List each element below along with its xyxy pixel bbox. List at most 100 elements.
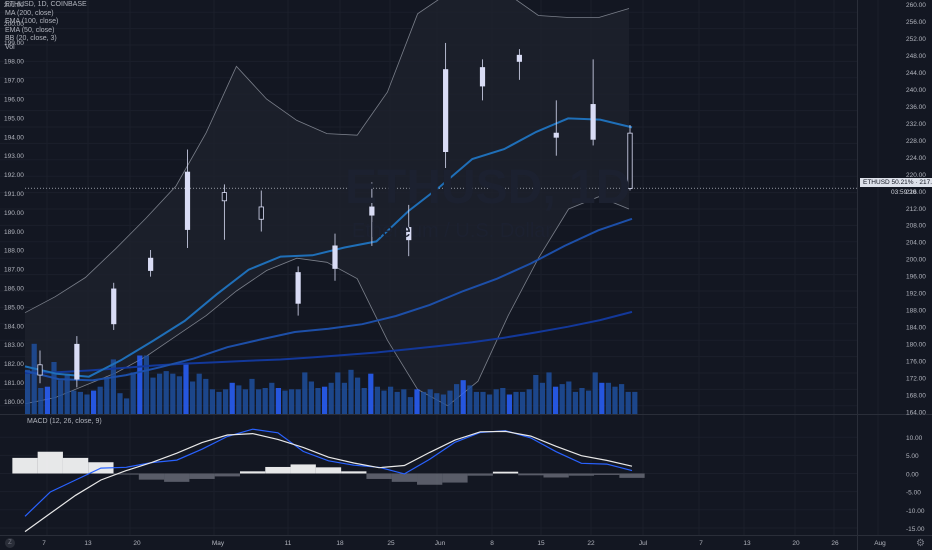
volume-bar — [84, 394, 90, 414]
volume-bar — [401, 389, 407, 414]
left-axis-label: 195.00 — [4, 115, 24, 122]
volume-bar — [203, 378, 209, 414]
right-axis-label: 244.00 — [906, 70, 926, 77]
volume-bar — [77, 391, 83, 414]
legend-bb[interactable]: BB (20, close, 3) — [5, 35, 57, 43]
volume-bar — [183, 364, 189, 414]
right-axis-label: 184.00 — [906, 325, 926, 332]
x-axis-label: 11 — [285, 540, 292, 547]
macd-histogram-bar — [62, 457, 89, 474]
volume-bar — [58, 380, 64, 414]
x-axis-label: 7 — [699, 540, 703, 547]
volume-bar — [473, 391, 479, 414]
volume-bar — [269, 382, 275, 414]
volume-bar — [355, 377, 361, 414]
volume-bar — [553, 386, 559, 414]
volume-bar — [170, 373, 176, 414]
volume-bar — [440, 394, 446, 414]
macd-histogram-bar — [315, 467, 342, 474]
candle — [627, 132, 633, 189]
volume-bar — [249, 378, 255, 414]
volume-bar — [256, 389, 262, 414]
volume-bar — [176, 376, 182, 414]
x-axis-label: Jun — [435, 540, 446, 547]
legend-ema50[interactable]: EMA (50, close) — [5, 26, 55, 34]
left-axis-label: 184.00 — [4, 323, 24, 330]
macd-histogram-bar — [12, 457, 38, 474]
x-axis-label: 7 — [42, 540, 46, 547]
left-axis-label: 189.00 — [4, 229, 24, 236]
x-axis-label: 18 — [336, 540, 344, 547]
volume-bar — [322, 386, 328, 414]
right-axis-label: 256.00 — [906, 19, 926, 26]
legend-ma200[interactable]: MA (200, close) — [5, 9, 54, 17]
volume-bar — [110, 359, 116, 414]
legend-symbol[interactable]: ETHUSD, 1D, COINBASE — [5, 1, 87, 8]
left-axis-label: 200.00 — [4, 21, 24, 28]
volume-bar — [632, 391, 638, 414]
ema50-line — [24, 117, 633, 378]
macd-axis-label: 10.00 — [906, 435, 923, 442]
macd-line — [24, 428, 633, 517]
bb-upper-line — [24, 0, 630, 314]
volume-bar — [104, 377, 110, 414]
zoom-button[interactable]: Z — [5, 538, 15, 548]
volume-bar — [38, 388, 44, 414]
macd-histogram-bar — [366, 473, 392, 479]
volume-bar — [341, 382, 347, 414]
x-axis-label: Jul — [639, 540, 648, 547]
volume-bar — [143, 355, 149, 414]
macd-axis-label: -15.00 — [906, 526, 925, 533]
volume-bar — [487, 394, 493, 414]
ema100-line — [24, 217, 633, 382]
volume-bar — [216, 391, 222, 414]
right-axis-label: 172.00 — [906, 376, 926, 383]
right-axis-label: 240.00 — [906, 87, 926, 94]
volume-bar — [31, 343, 37, 414]
volume-bar — [335, 372, 341, 414]
candle — [258, 206, 264, 220]
macd-legend[interactable]: MACD (12, 26, close, 9) — [27, 418, 102, 425]
volume-bar — [381, 390, 387, 414]
volume-bar — [25, 369, 31, 414]
volume-bar — [414, 389, 420, 414]
left-axis-label: 193.00 — [4, 153, 24, 160]
x-axis-label: 15 — [537, 540, 545, 547]
x-axis-label: 13 — [84, 540, 92, 547]
left-axis-label: 182.00 — [4, 361, 24, 368]
right-axis-label: 228.00 — [906, 138, 926, 145]
volume-bar — [599, 382, 605, 414]
volume-bar — [434, 393, 440, 414]
gear-icon[interactable]: ⚙ — [916, 538, 925, 549]
candle — [332, 245, 338, 269]
volume-bar — [196, 373, 202, 414]
macd-histogram-bar — [189, 473, 215, 479]
volume-bar — [506, 394, 512, 414]
candle — [148, 257, 154, 271]
right-axis-label: 168.00 — [906, 393, 926, 400]
right-axis-label: 212.00 — [906, 206, 926, 213]
legend-ema100[interactable]: EMA (100, close) — [5, 18, 59, 26]
x-axis-label: 26 — [831, 540, 839, 547]
volume-bar — [91, 390, 97, 414]
left-axis-label: 186.00 — [4, 286, 24, 293]
volume-bar — [592, 372, 598, 414]
macd-histogram-bar — [138, 473, 165, 480]
right-axis-label: 204.00 — [906, 240, 926, 247]
macd-histogram — [12, 451, 645, 485]
volume-bar — [374, 386, 380, 414]
x-axis-label: 20 — [133, 540, 141, 547]
candle — [406, 227, 412, 241]
candle — [221, 192, 227, 202]
left-axis-label: 187.00 — [4, 267, 24, 274]
right-axis-label: 216.00 — [906, 189, 926, 196]
volume-bar — [289, 389, 295, 414]
volume-bar — [190, 381, 196, 414]
left-axis-label: 192.00 — [4, 172, 24, 179]
legend-vol[interactable]: Vol — [5, 43, 15, 51]
volume-bars — [25, 343, 638, 414]
volume-bar — [275, 388, 281, 414]
volume-bar — [579, 388, 585, 414]
macd-histogram-bar — [467, 473, 493, 476]
